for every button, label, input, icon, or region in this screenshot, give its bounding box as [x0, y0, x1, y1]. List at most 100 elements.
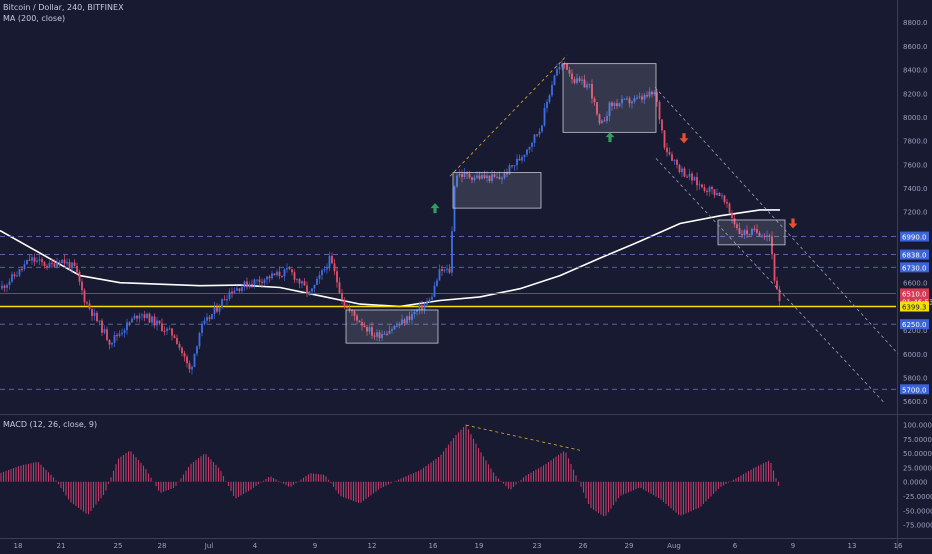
candle-body — [411, 314, 413, 320]
candle-body — [368, 327, 371, 332]
candle-body — [16, 275, 18, 277]
candle-body — [741, 234, 743, 236]
candle-body — [66, 261, 68, 264]
candle-body — [103, 329, 106, 333]
candle-body — [588, 84, 591, 86]
candle-body — [481, 175, 483, 179]
candle-body — [463, 172, 466, 177]
candle-body — [598, 114, 601, 124]
candle-body — [51, 262, 53, 264]
candle-body — [573, 79, 576, 83]
candle-body — [308, 291, 311, 293]
candle-body — [166, 328, 168, 332]
price-tick-label: 7600.0 — [903, 161, 928, 169]
time-tick-label: 21 — [57, 542, 66, 550]
price-tick-label: 5600.0 — [903, 398, 928, 406]
macd-tick-label: -25.0000 — [903, 493, 932, 501]
candle-body — [708, 186, 711, 192]
candle-body — [686, 176, 688, 178]
price-labels-layer: 6990.06838.06730.06510.001:46:536399.362… — [900, 231, 932, 395]
time-tick-label: 18 — [14, 542, 23, 550]
time-tick-label: 12 — [368, 542, 377, 550]
candle-body — [636, 97, 638, 99]
candle-body — [461, 174, 463, 177]
candle-body — [671, 154, 673, 161]
candle-body — [746, 230, 748, 235]
candle-body — [321, 270, 323, 276]
candle-body — [333, 263, 336, 272]
candle-body — [216, 307, 218, 312]
candle-body — [426, 302, 428, 305]
candle-body — [581, 79, 583, 81]
candle-body — [41, 259, 43, 263]
price-label-text: 5700.0 — [902, 386, 927, 394]
candle-body — [228, 291, 231, 300]
price-tick-label: 7400.0 — [903, 185, 928, 193]
candle-body — [563, 63, 566, 65]
candle-body — [646, 95, 648, 97]
candle-body — [551, 84, 553, 96]
candle-body — [751, 228, 753, 235]
macd-tick-label: -50.0000 — [903, 507, 932, 515]
candle-body — [778, 289, 781, 302]
candle-body — [623, 98, 626, 100]
candle-body — [456, 175, 458, 187]
price-label-text: 6250.0 — [902, 321, 927, 329]
candle-body — [351, 310, 353, 312]
candle-body — [68, 261, 71, 269]
candle-body — [571, 73, 573, 80]
candle-body — [606, 116, 608, 121]
candle-body — [263, 279, 266, 283]
candle-body — [76, 265, 78, 273]
candle-body — [583, 79, 586, 88]
candle-body — [721, 195, 723, 197]
candle-body — [251, 283, 253, 286]
candle-body — [106, 329, 108, 340]
trendlines-layer — [449, 55, 899, 404]
candle-body — [373, 335, 376, 337]
candle-body — [13, 274, 16, 277]
candle-body — [136, 315, 138, 319]
candle-body — [268, 276, 271, 279]
candle-body — [401, 319, 403, 325]
candle-body — [536, 134, 538, 136]
candle-body — [701, 184, 703, 188]
candle-body — [93, 312, 96, 316]
time-tick-label: 6 — [733, 542, 738, 550]
candle-body — [198, 333, 201, 347]
time-axis: 18 21 25 28 Jul 4 9 12 16 19 23 26 29 Aug 6 9 13 16 — [14, 542, 903, 550]
candle-body — [61, 259, 63, 264]
candle-body — [428, 299, 431, 303]
candle-body — [561, 63, 563, 68]
candle-body — [648, 91, 651, 97]
price-axis: 8800.0 8600.0 8400.0 8200.0 8000.0 7800.0 7600… — [903, 19, 932, 529]
candle-body — [176, 337, 178, 345]
candle-body — [243, 281, 246, 288]
candle-body — [233, 290, 236, 294]
candle-body — [213, 307, 216, 314]
candle-body — [128, 322, 131, 324]
candle-body — [613, 103, 616, 106]
candle-body — [718, 193, 721, 197]
candle-body — [638, 96, 641, 98]
time-tick-label: 16 — [894, 542, 903, 550]
price-tick-label: 7800.0 — [903, 138, 928, 146]
candle-body — [498, 176, 501, 180]
candle-body — [748, 234, 751, 236]
price-tick-label: 8200.0 — [903, 90, 928, 98]
macd-tick-label: 50.0000 — [903, 450, 932, 458]
price-label-box — [900, 301, 929, 312]
candle-body — [171, 328, 173, 336]
up-arrow-icon — [430, 203, 440, 214]
time-tick-label: 28 — [158, 542, 167, 550]
candle-body — [223, 299, 226, 301]
time-tick-label: 23 — [533, 542, 542, 550]
candle-body — [291, 269, 293, 273]
candle-body — [133, 315, 136, 319]
price-tick-label: 6600.0 — [903, 280, 928, 288]
candle-body — [408, 316, 411, 320]
candle-body — [201, 324, 203, 334]
time-tick-label: 16 — [429, 542, 438, 550]
candle-body — [616, 103, 618, 107]
time-tick-label: 19 — [475, 542, 484, 550]
